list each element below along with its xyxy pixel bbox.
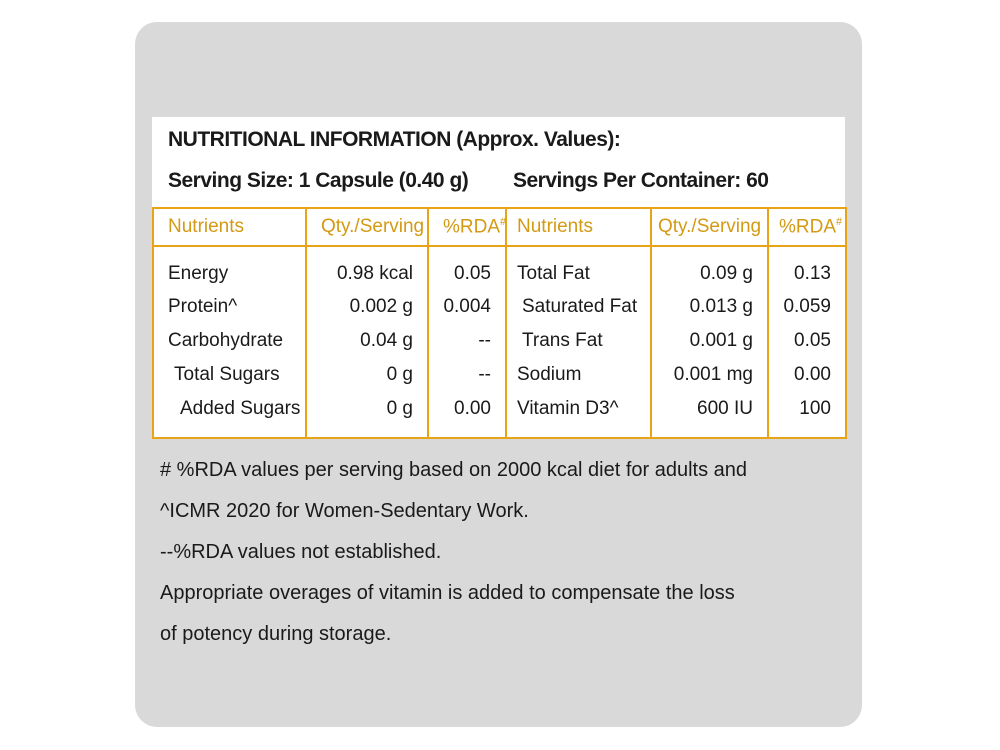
table-row: Total Sugars 0 g -- Sodium 0.001 mg 0.00	[152, 358, 847, 392]
header-text: Nutrients	[517, 216, 594, 237]
rda-mark: #	[836, 215, 843, 228]
table-row: Protein^ 0.002 g 0.004 Saturated Fat 0.013 g…	[152, 290, 847, 324]
table-cell: Total Sugars	[152, 358, 307, 392]
nutrition-table: Nutrients Qty./Serving %RDA# Nutrients Q…	[152, 207, 847, 439]
servings-per-container: Servings Per Container: 60	[513, 169, 769, 192]
table-cell: --	[427, 324, 507, 358]
serving-size: Serving Size: 1 Capsule (0.40 g)	[168, 169, 469, 192]
table-cell: 0.00	[427, 392, 507, 439]
table-cell: 0.001 mg	[650, 358, 769, 392]
table-cell: Protein^	[152, 290, 307, 324]
header-text: %RDA	[779, 216, 837, 238]
table-cell: 0 g	[305, 358, 429, 392]
table-cell: Trans Fat	[505, 324, 652, 358]
table-cell: 0.13	[767, 246, 847, 290]
note-line: ^ICMR 2020 for Women-Sedentary Work.	[160, 500, 529, 522]
table-cell: --	[427, 358, 507, 392]
table-cell: Added Sugars	[152, 392, 307, 439]
note-line: of potency during storage.	[160, 623, 392, 645]
header-text: Qty./Serving	[321, 216, 425, 237]
table-body: Energy 0.98 kcal 0.05 Total Fat 0.09 g 0.13 Pr…	[152, 246, 847, 439]
table-cell: Saturated Fat	[505, 290, 652, 324]
table-cell: 0.013 g	[650, 290, 769, 324]
note-line: Appropriate overages of vitamin is added…	[160, 582, 735, 604]
table-cell: 0.05	[767, 324, 847, 358]
table-row: Energy 0.98 kcal 0.05 Total Fat 0.09 g 0.13	[152, 246, 847, 290]
header-text: Qty./Serving	[658, 216, 762, 237]
table-row: Added Sugars 0 g 0.00 Vitamin D3^ 600 IU 100	[152, 392, 847, 439]
table-cell: Carbohydrate	[152, 324, 307, 358]
notes: # %RDA values per serving based on 2000 …	[160, 455, 747, 660]
table-cell: Total Fat	[505, 246, 652, 290]
table-cell: 600 IU	[650, 392, 769, 439]
table-cell: 0 g	[305, 392, 429, 439]
note-line: # %RDA values per serving based on 2000 …	[160, 459, 748, 481]
column-header: Qty./Serving	[305, 207, 429, 247]
table-cell: 0.98 kcal	[305, 246, 429, 290]
table-cell: Energy	[152, 246, 307, 290]
rda-mark: #	[500, 215, 507, 228]
header-row: Nutrients Qty./Serving %RDA# Nutrients Q…	[152, 207, 847, 247]
column-header: %RDA#	[427, 207, 507, 247]
table-cell: 0.09 g	[650, 246, 769, 290]
table-cell: 0.001 g	[650, 324, 769, 358]
table-cell: 0.059	[767, 290, 847, 324]
title: NUTRITIONAL INFORMATION (Approx. Values)…	[168, 128, 621, 151]
column-header: Nutrients	[505, 207, 652, 247]
table-row: Carbohydrate 0.04 g -- Trans Fat 0.001 g 0.05	[152, 324, 847, 358]
table-cell: 0.002 g	[305, 290, 429, 324]
note-line: --%RDA values not established.	[160, 541, 442, 563]
header-text: %RDA	[443, 216, 501, 238]
table-cell: 0.05	[427, 246, 507, 290]
column-header: Nutrients	[152, 207, 307, 247]
column-header: Qty./Serving	[650, 207, 769, 247]
table-cell: 100	[767, 392, 847, 439]
table-cell: Vitamin D3^	[505, 392, 652, 439]
header-text: Nutrients	[168, 216, 245, 237]
table-cell: 0.04 g	[305, 324, 429, 358]
column-header: %RDA#	[767, 207, 847, 247]
table-cell: 0.004	[427, 290, 507, 324]
table-cell: Sodium	[505, 358, 652, 392]
table-cell: 0.00	[767, 358, 847, 392]
